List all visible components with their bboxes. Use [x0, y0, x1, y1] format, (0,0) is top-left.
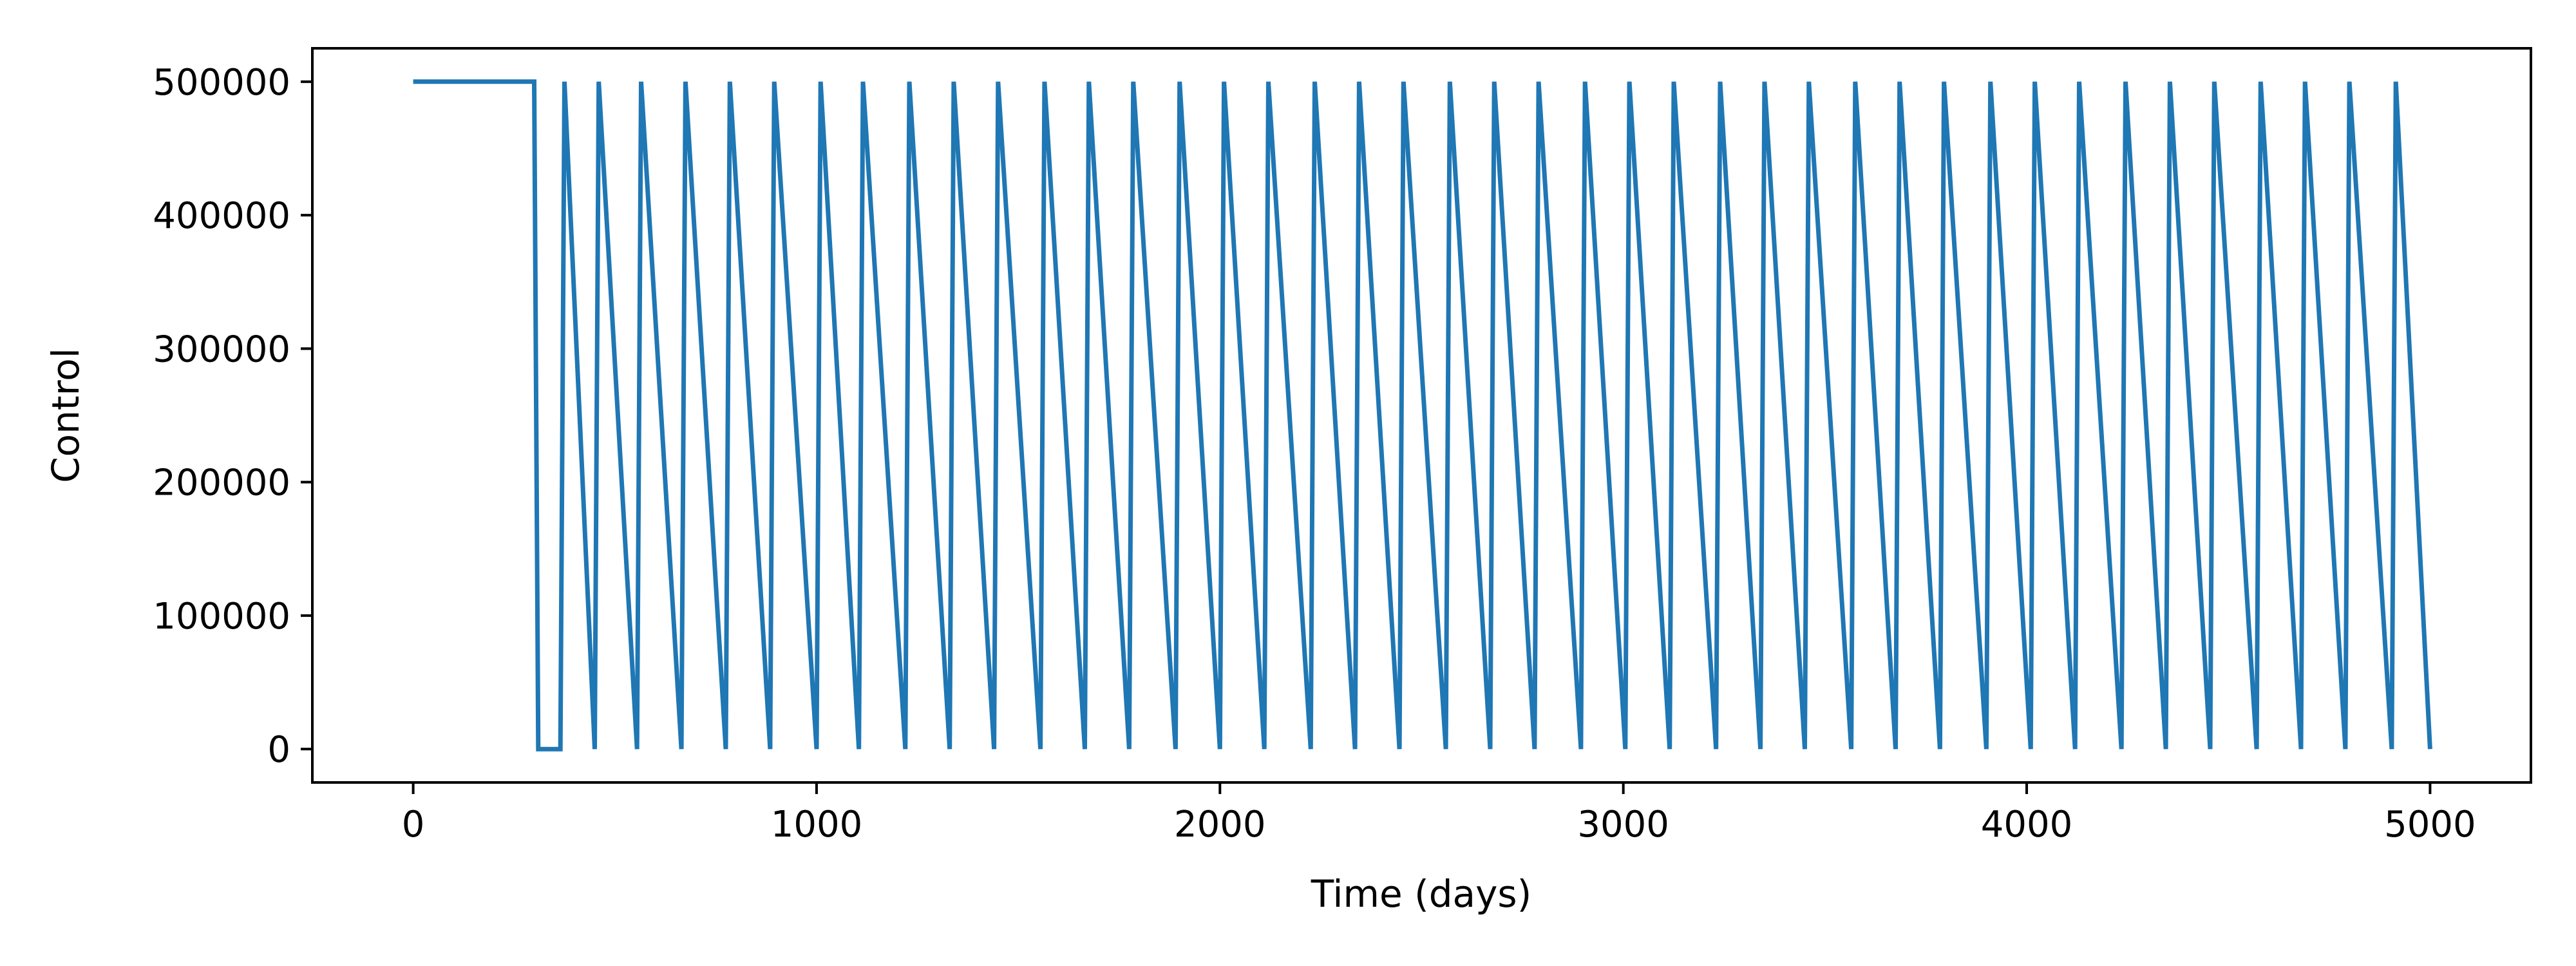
- y-tick-label: 500000: [153, 62, 290, 104]
- y-tick-label: 200000: [153, 462, 290, 504]
- plot-frame: [311, 47, 2532, 784]
- x-axis-ticks: 0 1000 2000 3000 4000 5000: [402, 782, 2476, 846]
- x-tick-label: 4000: [1981, 804, 2073, 846]
- y-axis-ticks: 0 100000 200000 300000 400000 500000: [153, 62, 312, 771]
- y-axis-label: Control: [44, 348, 88, 483]
- x-tick-label: 3000: [1577, 804, 1669, 846]
- x-axis-label: Time (days): [1311, 872, 1532, 916]
- x-tick-label: 2000: [1174, 804, 1266, 846]
- y-tick-label: 0: [267, 729, 290, 771]
- x-tick-label: 0: [402, 804, 425, 846]
- x-tick-label: 5000: [2384, 804, 2476, 846]
- y-tick-label: 100000: [153, 596, 290, 638]
- control-series-line: [413, 79, 2432, 752]
- y-tick-label: 300000: [153, 328, 290, 370]
- x-tick-label: 1000: [771, 804, 863, 846]
- y-tick-label: 400000: [153, 195, 290, 237]
